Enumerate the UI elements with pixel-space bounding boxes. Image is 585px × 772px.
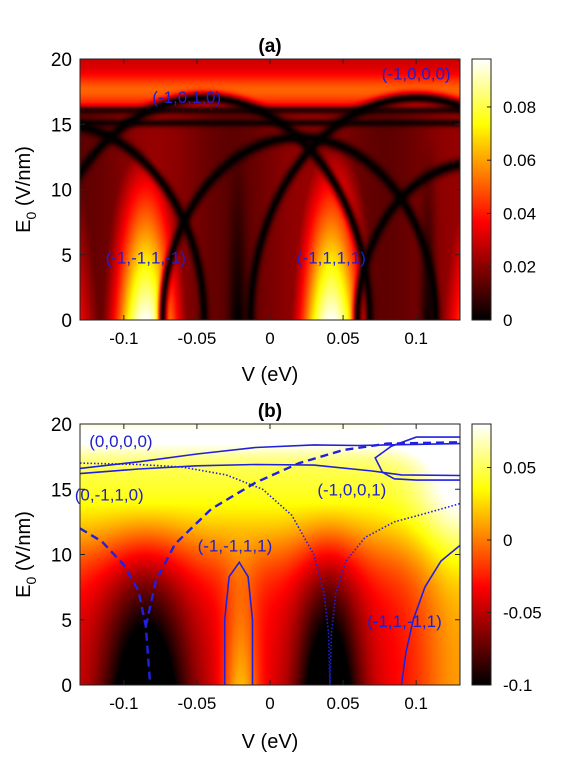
contour-line-solid: [400, 544, 461, 686]
panel-b-x-ticks: -0.1 -0.05 0 0.05 0.1: [109, 424, 428, 713]
y-tick-label: 0: [61, 676, 72, 697]
colorbar-tick-label: 0: [503, 311, 512, 330]
colorbar-tick-label: -0.05: [503, 604, 542, 623]
y-tick-label: 10: [51, 546, 72, 567]
y-tick-label: 0: [61, 311, 72, 332]
colorbar-tick-label: -0.1: [503, 676, 532, 695]
colorbar-tick-label: 0.08: [503, 98, 536, 117]
contour-line-solid: [79, 442, 461, 470]
colorbar-tick-label: 0.04: [503, 204, 536, 223]
x-tick-label: 0: [265, 694, 274, 713]
y-tick-label: 20: [51, 50, 72, 71]
panel-a-title: (a): [258, 36, 281, 57]
panel-b-y-label-sub: 0: [23, 577, 39, 585]
region-label: (-1,0,0,0): [382, 64, 451, 83]
y-tick-label: 20: [51, 415, 72, 436]
x-tick-label: 0.1: [404, 694, 428, 713]
panel-a-colorbar-box: [471, 58, 492, 321]
contour-line-dashed: [79, 527, 152, 686]
region-label: (-1,-1,1,1): [198, 536, 273, 555]
x-tick-label: 0.05: [327, 694, 360, 713]
y-tick-label: 10: [51, 181, 72, 202]
colorbar-tick-label: 0.06: [503, 151, 536, 170]
region-label: (-1,1,1,1): [297, 248, 366, 267]
colorbar-tick-label: 0.05: [503, 459, 536, 478]
panel-b-contours: [79, 436, 461, 686]
panel-a-colorbar-ticks: 0 0.02 0.04 0.06 0.08: [487, 98, 536, 330]
panel-b-title: (b): [258, 401, 282, 422]
region-label: (-1,1,-1,1): [367, 612, 442, 631]
panel-a-y-label-sub: 0: [23, 212, 39, 220]
panel-a-heatmap: [80, 59, 460, 320]
x-tick-label: 0.05: [327, 329, 360, 348]
contour-line-dotted: [329, 502, 461, 686]
panel-b-y-label-main: E: [13, 585, 35, 598]
contour-line-solid: [223, 560, 254, 685]
panel-a: (a) (-1,0,0,0)(-1,0,1,0)(-1,-1,1,-1) (-1,…: [13, 36, 536, 386]
panel-b-colorbar-ticks: -0.1 -0.05 0 0.05: [487, 459, 542, 695]
panel-b-y-ticks: 0 5 10 15 20: [51, 415, 460, 697]
panel-a-colorbar: [472, 59, 491, 320]
panel-a-y-label: E0 (V/nm): [13, 146, 39, 233]
panel-b-y-label: E0 (V/nm): [13, 511, 39, 598]
region-label: (-1,-1,1,-1): [106, 248, 186, 267]
contour-line-dotted: [79, 462, 331, 686]
region-label: (0,0,0,0): [89, 432, 152, 451]
x-tick-label: -0.05: [178, 329, 217, 348]
x-tick-label: 0: [265, 329, 274, 348]
region-label: (-1,0,0,1): [317, 480, 386, 499]
x-tick-label: -0.1: [109, 694, 138, 713]
panel-a-y-label-rest: (V/nm): [13, 146, 35, 212]
panel-b-x-label: V (eV): [242, 731, 299, 753]
colorbar-tick-label: 0: [503, 531, 512, 550]
panel-b-y-label-rest: (V/nm): [13, 511, 35, 577]
y-tick-label: 15: [51, 480, 72, 501]
panel-a-x-ticks: -0.1 -0.05 0 0.05 0.1: [109, 59, 428, 348]
panel-a-y-label-main: E: [13, 220, 35, 233]
colorbar-tick-label: 0.02: [503, 258, 536, 277]
x-tick-label: 0.1: [404, 329, 428, 348]
panel-a-y-ticks: 0 5 10 15 20: [51, 50, 460, 332]
y-tick-label: 5: [61, 246, 72, 267]
y-tick-label: 5: [61, 611, 72, 632]
panel-b-heatmap: [80, 424, 460, 685]
panel-b: (b) (0,0,0,0) (0,-1,1,0) (-1,0,0,1) (-1,-1,…: [13, 401, 542, 753]
region-label: (-1,0,1,0): [152, 88, 221, 107]
contour-line-solid: [374, 436, 460, 481]
y-tick-label: 15: [51, 115, 72, 136]
panel-b-annotations: (0,0,0,0) (0,-1,1,0) (-1,0,0,1) (-1,-1,1,1)…: [75, 432, 442, 631]
panel-a-x-label: V (eV): [242, 364, 299, 386]
panel-b-colorbar: [472, 424, 491, 685]
panel-a-annotations: (-1,0,0,0) (-1,0,1,0) (-1,-1,1,-1) (-1,1,1,…: [106, 64, 451, 267]
contour-line-solid: [79, 463, 461, 477]
x-tick-label: -0.1: [109, 329, 138, 348]
region-label: (0,-1,1,0): [75, 485, 144, 504]
x-tick-label: -0.05: [178, 694, 217, 713]
contour-line-dashed: [144, 441, 461, 627]
panel-b-colorbar-box: [471, 423, 492, 686]
